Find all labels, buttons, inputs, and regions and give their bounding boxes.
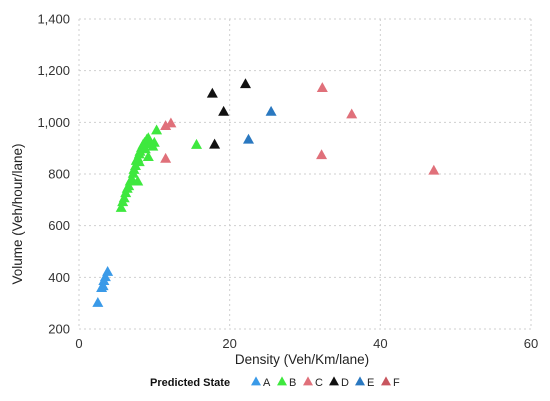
legend-marker-e (355, 376, 365, 386)
y-tick-label: 1,400 (37, 12, 70, 27)
data-point-c (165, 117, 177, 128)
legend-label-d: D (341, 377, 349, 389)
data-point-c (428, 164, 440, 175)
y-tick-label: 1,000 (37, 115, 70, 130)
data-point-b (126, 173, 138, 183)
legend-items: A B C D E F (251, 376, 400, 389)
data-point-a (92, 297, 104, 307)
x-tick-label: 0 (75, 336, 82, 351)
data-point-b (118, 192, 130, 203)
x-axis-title: Density (Veh/Km/lane) (235, 352, 369, 367)
data-point-a (99, 271, 111, 282)
data-point-d (206, 87, 218, 98)
data-point-c (346, 108, 358, 119)
data-point-b (191, 138, 203, 149)
y-tick-label: 800 (48, 167, 70, 182)
data-point-e (243, 133, 254, 144)
legend-label-b: B (289, 377, 296, 389)
y-axis-ticks: 200 400 600 800 1,000 1,200 1,400 (37, 12, 70, 337)
data-point-b (139, 143, 151, 154)
legend: Predicted State A B C D E F (150, 376, 400, 389)
legend-label-c: C (315, 377, 323, 389)
y-tick-label: 1,200 (37, 63, 70, 78)
data-points (92, 78, 440, 307)
legend-marker-b (277, 376, 287, 386)
data-point-b (132, 175, 144, 186)
data-point-b (142, 151, 154, 161)
data-point-c (316, 82, 328, 92)
y-tick-label: 400 (48, 270, 70, 285)
data-point-a (102, 266, 114, 276)
y-tick-label: 200 (48, 322, 70, 337)
legend-label-f: F (393, 377, 400, 389)
legend-marker-d (329, 376, 339, 386)
y-tick-label: 600 (48, 218, 70, 233)
data-point-d (209, 138, 221, 149)
data-point-a (97, 280, 109, 291)
x-tick-label: 60 (524, 336, 538, 351)
data-point-b (133, 156, 145, 167)
legend-label-a: A (263, 377, 271, 389)
grid-lines (78, 18, 532, 330)
data-point-b (148, 136, 160, 147)
data-point-b (151, 124, 163, 135)
legend-marker-c (303, 376, 313, 386)
data-point-d (239, 78, 251, 89)
x-tick-label: 40 (373, 336, 387, 351)
x-axis-ticks: 0 20 40 60 (75, 336, 538, 351)
x-tick-label: 20 (222, 336, 236, 351)
legend-marker-a (251, 376, 261, 386)
data-point-d (218, 105, 230, 116)
data-point-c (316, 149, 328, 160)
data-point-e (265, 105, 277, 116)
data-point-b (115, 201, 127, 212)
y-axis-title: Volume (Veh/hour/lane) (10, 143, 25, 284)
data-point-c (160, 152, 172, 163)
legend-title: Predicted State (150, 377, 230, 389)
legend-label-e: E (367, 377, 374, 389)
legend-marker-f (381, 376, 391, 386)
data-point-c (160, 120, 172, 130)
